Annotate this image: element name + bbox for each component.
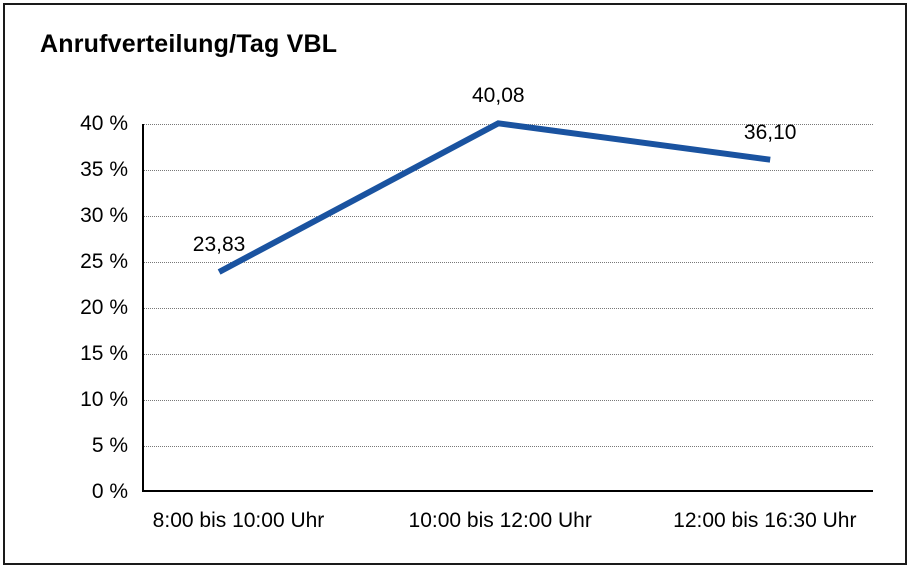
- data-label-point-2: 40,08: [472, 84, 525, 108]
- y-axis-tick-label-30: 30 %: [80, 204, 128, 227]
- series-line: [217, 120, 771, 275]
- x-axis-tick-label-1: 8:00 bis 10:00 Uhr: [152, 509, 325, 532]
- x-axis-tick-label-3: 12:00 bis 16:30 Uhr: [673, 509, 857, 532]
- gridline: [144, 308, 873, 309]
- chart-title: Anrufverteilung/Tag VBL: [40, 30, 338, 58]
- y-axis-tick-label-20: 20 %: [80, 296, 128, 319]
- gridline: [144, 354, 873, 355]
- data-label-point-1: 23,83: [192, 232, 246, 256]
- y-axis-tick-label-15: 15 %: [80, 342, 128, 365]
- gridline: [144, 400, 873, 401]
- gridline: [144, 262, 873, 263]
- data-label-point-3: 36,10: [743, 120, 797, 144]
- gridline: [144, 446, 873, 447]
- y-axis-tick-label-40: 40 %: [80, 112, 128, 135]
- gridline: [144, 170, 873, 171]
- y-axis-tick-label-35: 35 %: [80, 158, 128, 181]
- y-axis-tick-label-5: 5 %: [91, 434, 128, 457]
- y-axis-tick-label-25: 25 %: [80, 250, 128, 273]
- y-axis-tick-label-0: 0 %: [91, 480, 128, 503]
- gridline: [144, 216, 873, 217]
- x-axis-tick-label-2: 10:00 bis 12:00 Uhr: [408, 509, 592, 532]
- y-axis-tick-label-10: 10 %: [80, 388, 128, 411]
- plot-area: [142, 120, 873, 492]
- series-svg: [217, 120, 771, 275]
